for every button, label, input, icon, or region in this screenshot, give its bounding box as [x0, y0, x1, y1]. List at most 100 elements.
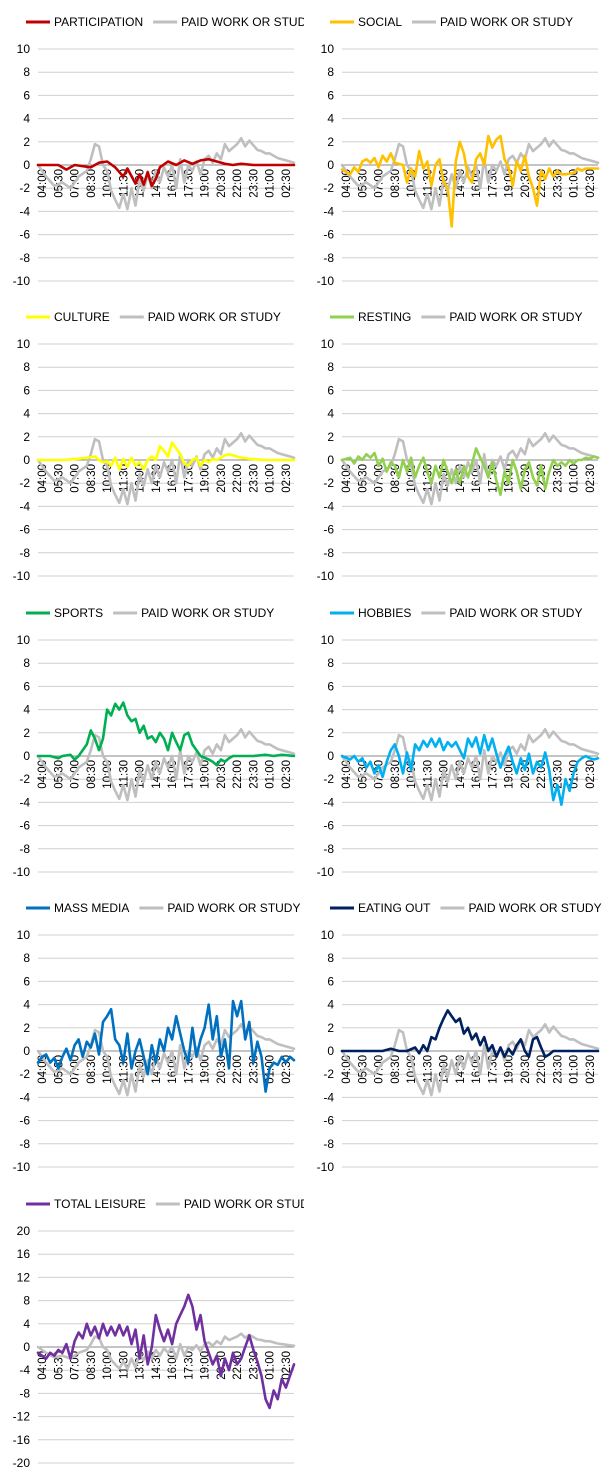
legend-label: PARTICIPATION — [54, 15, 143, 29]
y-tick-label: -10 — [317, 274, 335, 288]
y-tick-label: -12 — [13, 1410, 31, 1424]
x-tick-label: 01:00 — [265, 1351, 277, 1380]
x-tick-label: 01:00 — [569, 464, 581, 493]
x-tick-label: 23:30 — [552, 169, 564, 198]
series-line-mass-media — [36, 999, 296, 1093]
legend-entry: MASS MEDIA — [26, 901, 129, 915]
y-tick-label: 6 — [23, 88, 30, 102]
legend-entry: SPORTS — [26, 606, 103, 620]
y-tick-label: -2 — [19, 181, 30, 195]
y-tick-label: 16 — [17, 1247, 31, 1261]
x-tick-label: 08:30 — [390, 760, 402, 789]
x-tick-label: 01:00 — [265, 464, 277, 493]
y-tick-label: 0 — [327, 749, 334, 763]
x-tick-label: 02:30 — [281, 1055, 293, 1084]
y-tick-label: 6 — [327, 88, 334, 102]
y-tick-label: -4 — [19, 499, 30, 513]
chart-svg: SOCIAL PAID WORK OR STUDY 10 8 6 4 2 0 -2 -4 -6 -8 -… — [317, 15, 600, 288]
legend-entry: PAID WORK OR STUDY — [113, 606, 274, 620]
legend-entry: PAID WORK OR STUDY — [421, 606, 582, 620]
x-tick-label: 16:00 — [471, 1055, 483, 1084]
chart-svg: MASS MEDIA PAID WORK OR STUDY 10 8 6 4 2 0 -2 -4 -… — [13, 901, 301, 1174]
x-tick-label: 22:00 — [232, 464, 244, 493]
series-line-participation — [36, 157, 296, 188]
legend-label: PAID WORK OR STUDY — [449, 310, 582, 324]
x-tick-label: 19:00 — [200, 1351, 212, 1380]
x-tick-label: 23:30 — [248, 169, 260, 198]
y-tick-label: 8 — [327, 360, 334, 374]
y-tick-label: -2 — [323, 181, 334, 195]
chart-panel-social: SOCIAL PAID WORK OR STUDY 10 8 6 4 2 0 -2 -4 -6 -8 -… — [304, 0, 608, 300]
y-tick-label: 10 — [17, 42, 31, 56]
y-tick-label: 8 — [23, 656, 30, 670]
x-tick-label: 19:00 — [504, 760, 516, 789]
x-tick-label: 11:30 — [118, 760, 130, 788]
x-tick-label: 01:00 — [569, 1055, 581, 1084]
legend-entry: PAID WORK OR STUDY — [155, 1197, 317, 1211]
y-tick-label: -8 — [323, 842, 334, 856]
x-tick-label: 22:00 — [232, 1055, 244, 1084]
chart-svg: PARTICIPATION PAID WORK OR STUDY 10 8 6 4 2 0 -2… — [13, 15, 315, 288]
y-tick-label: 4 — [327, 112, 334, 126]
y-tick-label: -4 — [19, 204, 30, 218]
x-tick-label: 01:00 — [265, 760, 277, 789]
y-tick-label: -8 — [19, 546, 30, 560]
y-tick-label: -4 — [19, 1090, 30, 1104]
x-tick-label: 02:30 — [281, 464, 293, 493]
x-tick-label: 16:00 — [167, 464, 179, 493]
x-tick-label: 02:30 — [585, 760, 597, 789]
legend-entry: PAID WORK OR STUDY — [440, 901, 602, 915]
y-tick-label: 4 — [23, 112, 30, 126]
x-tick-label: 23:30 — [248, 464, 260, 493]
legend-entry: PAID WORK OR STUDY — [153, 15, 314, 29]
y-tick-label: 2 — [23, 135, 30, 149]
x-tick-label: 23:30 — [552, 760, 564, 789]
legend-label: EATING OUT — [358, 901, 431, 915]
series-line-paid-work-or-study — [36, 137, 296, 211]
chart-svg: SPORTS PAID WORK OR STUDY 10 8 6 4 2 0 -2 -4 -6 -8 -… — [13, 606, 296, 879]
legend-label: PAID WORK OR STUDY — [167, 901, 300, 915]
x-tick-label: 19:00 — [200, 760, 212, 789]
series-line-eating-out — [340, 1009, 600, 1059]
x-tick-label: 22:00 — [536, 1055, 548, 1084]
series-line-total-leisure — [36, 1293, 296, 1410]
y-tick-label: 0 — [23, 453, 30, 467]
y-tick-label: 10 — [321, 42, 335, 56]
x-tick-label: 08:30 — [86, 1055, 98, 1084]
series-line-hobbies — [340, 733, 600, 806]
x-tick-label: 11:30 — [118, 1055, 130, 1083]
y-tick-label: -4 — [323, 1090, 334, 1104]
legend-entry: RESTING — [330, 310, 411, 324]
legend-label: HOBBIES — [358, 606, 411, 620]
x-tick-label: 14:30 — [151, 1351, 163, 1380]
y-tick-label: -10 — [317, 1160, 335, 1174]
y-tick-label: -8 — [19, 251, 30, 265]
x-tick-label: 19:00 — [200, 169, 212, 198]
x-tick-label: 22:00 — [536, 760, 548, 789]
y-tick-label: -4 — [19, 1363, 30, 1377]
series-line-sports — [36, 701, 296, 767]
chart-panel-total-leisure: TOTAL LEISURE PAID WORK OR STUDY 20 16 12 8 4 0… — [0, 1182, 317, 1482]
y-tick-label: -8 — [323, 1137, 334, 1151]
x-tick-label: 07:00 — [70, 760, 82, 789]
y-tick-label: -8 — [19, 1386, 30, 1400]
x-tick-label: 17:30 — [183, 1351, 195, 1380]
y-tick-label: -4 — [19, 795, 30, 809]
y-tick-label: 6 — [23, 679, 30, 693]
y-tick-label: -16 — [13, 1433, 31, 1447]
y-tick-label: 2 — [23, 1021, 30, 1035]
y-tick-label: 4 — [23, 998, 30, 1012]
y-tick-label: 0 — [327, 453, 334, 467]
y-tick-label: -10 — [13, 1160, 31, 1174]
x-tick-label: 08:30 — [86, 169, 98, 198]
legend-entry: PAID WORK OR STUDY — [119, 310, 281, 324]
x-tick-label: 23:30 — [552, 1055, 564, 1084]
y-tick-label: 0 — [327, 158, 334, 172]
x-tick-label: 23:30 — [248, 760, 260, 789]
chart-panel-eating-out: EATING OUT PAID WORK OR STUDY 10 8 6 4 2 0 -2 -4 -… — [304, 886, 608, 1186]
y-tick-label: 2 — [23, 430, 30, 444]
y-tick-label: 6 — [327, 679, 334, 693]
y-tick-label: 0 — [23, 749, 30, 763]
y-tick-label: 2 — [23, 726, 30, 740]
